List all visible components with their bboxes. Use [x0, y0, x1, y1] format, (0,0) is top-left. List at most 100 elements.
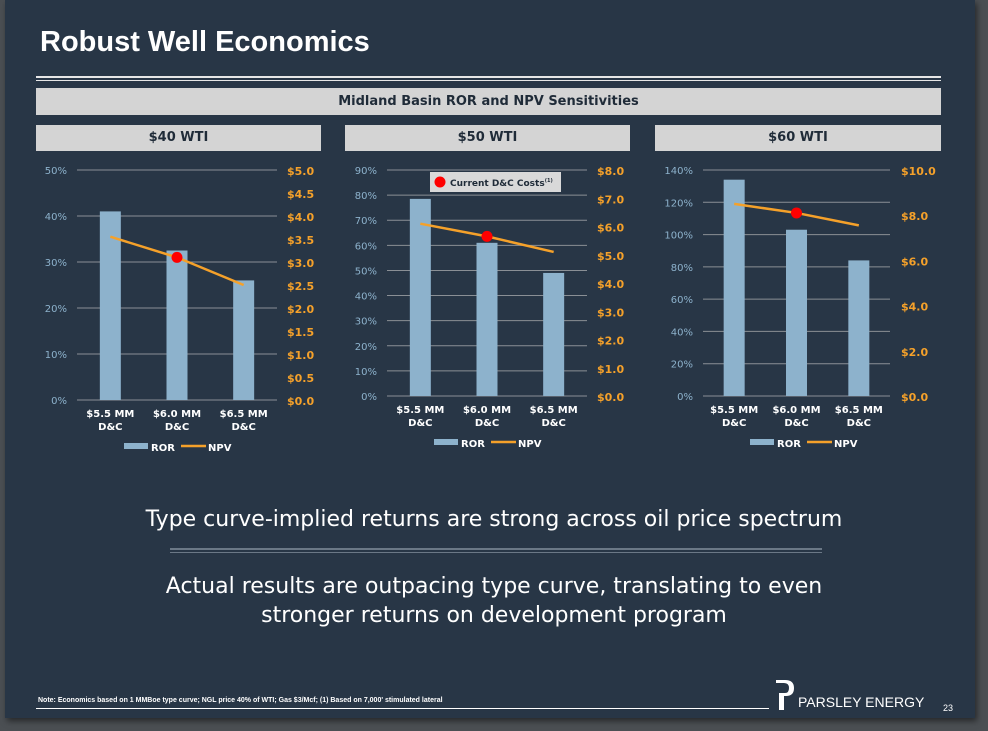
separator [170, 548, 822, 550]
y2-tick-label: $2.5 [287, 280, 314, 293]
section-banner: Midland Basin ROR and NPV Sensitivities [36, 88, 941, 115]
y-tick-label: 60% [671, 295, 693, 306]
y-tick-label: 90% [355, 166, 377, 177]
legend-npv-label: NPV [834, 439, 858, 450]
callout-footnote-ref: (1) [545, 178, 553, 184]
footnote: Note: Economics based on 1 MMBoe type cu… [38, 697, 443, 704]
legend-ror-swatch [434, 439, 458, 445]
x-tick-label: $6.0 MM [153, 409, 201, 420]
page-number: 23 [943, 703, 954, 713]
y2-tick-label: $1.0 [287, 349, 314, 362]
x-tick-label: $6.5 MM [530, 405, 578, 416]
legend-ror-label: ROR [777, 439, 801, 450]
y2-tick-label: $6.0 [597, 222, 624, 235]
y-tick-label: 140% [664, 166, 693, 177]
y-tick-label: 30% [45, 258, 67, 269]
chart-50-wti: 0% 10% 20% 30% 40% 50% 60% 70% 80% 90% $0.0 $1.0 $2.… [355, 165, 625, 450]
y2-tick-label: $2.0 [287, 303, 314, 316]
y2-tick-label: $7.0 [597, 193, 624, 206]
y-tick-label: 0% [361, 392, 377, 403]
bar-ror [723, 179, 745, 396]
y-tick-label: 50% [45, 166, 67, 177]
x-tick-label: $5.5 MM [396, 405, 444, 416]
bar-ror [543, 272, 565, 396]
y2-tick-label: $1.5 [287, 326, 314, 339]
separator-thin [170, 552, 822, 553]
y-tick-label: 100% [664, 231, 693, 242]
x-tick-label-sub: D&C [231, 422, 255, 433]
slide-title: Robust Well Economics [40, 26, 370, 58]
y2-tick-label: $4.0 [597, 278, 624, 291]
y-tick-label: 20% [355, 342, 377, 353]
x-tick-label: $6.0 MM [772, 405, 820, 416]
callout-label: Current D&C Costs(1) [450, 178, 553, 189]
y2-tick-label: $3.0 [287, 257, 314, 270]
y2-tick-label: $4.0 [287, 211, 314, 224]
x-tick-label-sub: D&C [541, 418, 565, 429]
current-cost-marker [481, 230, 493, 242]
y2-tick-label: $8.0 [901, 210, 928, 223]
legend-ror-swatch [124, 443, 148, 449]
y-tick-label: 20% [45, 304, 67, 315]
y2-tick-label: $2.0 [901, 346, 928, 359]
y-tick-label: 10% [355, 367, 377, 378]
x-tick-label-sub: D&C [722, 418, 746, 429]
chart-40-wti: 0% 10% 20% 30% 40% 50% $0.0 $0.5 $1.0 $1.5 $2.0 $2.… [45, 165, 315, 454]
panel-header-60: $60 WTI [655, 125, 941, 151]
x-tick-label-sub: D&C [165, 422, 189, 433]
legend-ror-swatch [750, 439, 774, 445]
x-tick-label: $6.5 MM [835, 405, 883, 416]
y-tick-label: 70% [355, 216, 377, 227]
bar-ror [786, 229, 807, 396]
panel-header-50: $50 WTI [345, 125, 630, 151]
bar-ror [99, 211, 121, 400]
y2-tick-label: $0.0 [597, 391, 624, 404]
y2-tick-label: $4.0 [901, 301, 928, 314]
y-tick-label: 0% [677, 392, 693, 403]
title-rule [36, 76, 941, 78]
message-actual-line2: stronger returns on development program [261, 603, 727, 628]
x-tick-label: $5.5 MM [710, 405, 758, 416]
bar-ror [476, 242, 498, 396]
y-tick-label: 120% [664, 198, 693, 209]
title-rule-thin [36, 80, 941, 81]
legend-ror-label: ROR [461, 439, 485, 450]
y2-tick-label: $10.0 [901, 165, 936, 178]
y2-tick-label: $0.0 [901, 391, 928, 404]
y2-tick-label: $2.0 [597, 335, 624, 348]
y2-tick-label: $0.0 [287, 395, 314, 408]
message-actual-line1: Actual results are outpacing type curve,… [165, 574, 823, 599]
x-tick-label-sub: D&C [847, 418, 871, 429]
legend-npv-label: NPV [208, 443, 232, 454]
bar-ror [848, 260, 870, 396]
bar-ror [409, 198, 431, 396]
x-tick-label-sub: D&C [475, 418, 499, 429]
y-tick-label: 80% [355, 191, 377, 202]
message-returns: Type curve-implied returns are strong ac… [145, 507, 843, 532]
y2-tick-label: $8.0 [597, 165, 624, 178]
y-tick-label: 20% [671, 360, 693, 371]
footnote-rule [36, 708, 769, 709]
y2-tick-label: $6.0 [901, 255, 928, 268]
current-cost-marker [791, 207, 802, 219]
y-tick-label: 10% [45, 350, 67, 361]
y2-tick-label: $4.5 [287, 188, 314, 201]
y-tick-label: 0% [51, 396, 67, 407]
y2-tick-label: $5.0 [597, 250, 624, 263]
y-tick-label: 60% [355, 241, 377, 252]
x-tick-label-sub: D&C [98, 422, 122, 433]
y-tick-label: 80% [671, 263, 693, 274]
y-tick-label: 40% [355, 292, 377, 303]
y-tick-label: 40% [45, 212, 67, 223]
y2-tick-label: $1.0 [597, 363, 624, 376]
parsley-p-icon [776, 680, 794, 710]
current-cost-marker [171, 251, 183, 263]
legend-ror-label: ROR [151, 443, 175, 454]
x-tick-label-sub: D&C [408, 418, 432, 429]
bar-ror [166, 250, 188, 400]
y-tick-label: 50% [355, 266, 377, 277]
x-tick-label: $6.0 MM [463, 405, 511, 416]
chart-60-wti: 0% 20% 40% 60% 80% 100% 120% 140% $0.0 $2.0 $4.0 $6… [664, 165, 936, 450]
y-tick-label: 40% [671, 327, 693, 338]
logo-text: PARSLEY ENERGY [798, 694, 925, 710]
